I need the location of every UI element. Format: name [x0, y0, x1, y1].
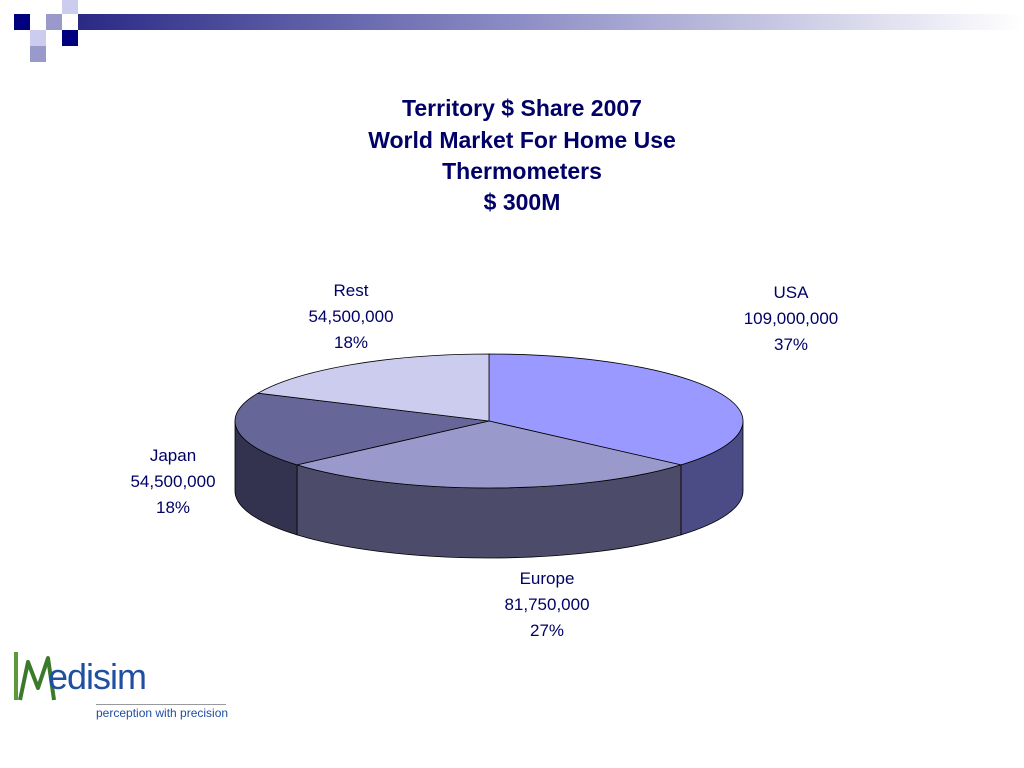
slice-name: Europe [519, 569, 575, 588]
slice-label-europe: Europe 81,750,000 27% [467, 566, 627, 644]
slice-label-japan: Japan 54,500,000 18% [93, 443, 253, 521]
chart-title-line-3: Thermometers [442, 158, 602, 184]
pie-tops [234, 353, 744, 489]
slice-name: Japan [149, 446, 197, 465]
pie-slice-usa [488, 353, 744, 466]
pie-slice-rest [256, 353, 490, 422]
slice-value: 81,750,000 [504, 595, 590, 614]
logo-m-mark [18, 656, 56, 701]
logo-tagline: perception with precision [96, 706, 229, 720]
deco-square [14, 14, 30, 30]
deco-square [46, 14, 62, 30]
slice-value: 54,500,000 [130, 472, 216, 491]
slice-percent: 27% [529, 621, 565, 640]
chart-title-line-4: $ 300M [483, 189, 561, 215]
deco-square [62, 0, 78, 14]
medisim-logo: edisim perception with precision [14, 650, 234, 730]
deco-square [30, 30, 46, 46]
slice-label-rest: Rest 54,500,000 18% [271, 278, 431, 356]
header-gradient-bar [78, 14, 1024, 30]
pie-slice-europe [295, 420, 683, 489]
slice-percent: 37% [773, 335, 809, 354]
slice-label-usa: USA 109,000,000 37% [711, 280, 871, 358]
slice-value: 54,500,000 [308, 307, 394, 326]
slice-name: USA [773, 283, 809, 302]
slice-value: 109,000,000 [743, 309, 839, 328]
deco-square [62, 30, 78, 46]
slice-name: Rest [333, 281, 369, 300]
pie-slice-japan [234, 392, 490, 466]
chart-title-line-1: Territory $ Share 2007 [402, 95, 642, 121]
logo-rule [96, 704, 226, 705]
deco-square [30, 46, 46, 62]
chart-title-line-2: World Market For Home Use [368, 127, 676, 153]
slice-percent: 18% [333, 333, 369, 352]
slice-percent: 18% [155, 498, 191, 517]
logo-accent-line [14, 652, 18, 700]
logo-wordmark: edisim [48, 656, 147, 697]
pie-sides [234, 420, 744, 559]
